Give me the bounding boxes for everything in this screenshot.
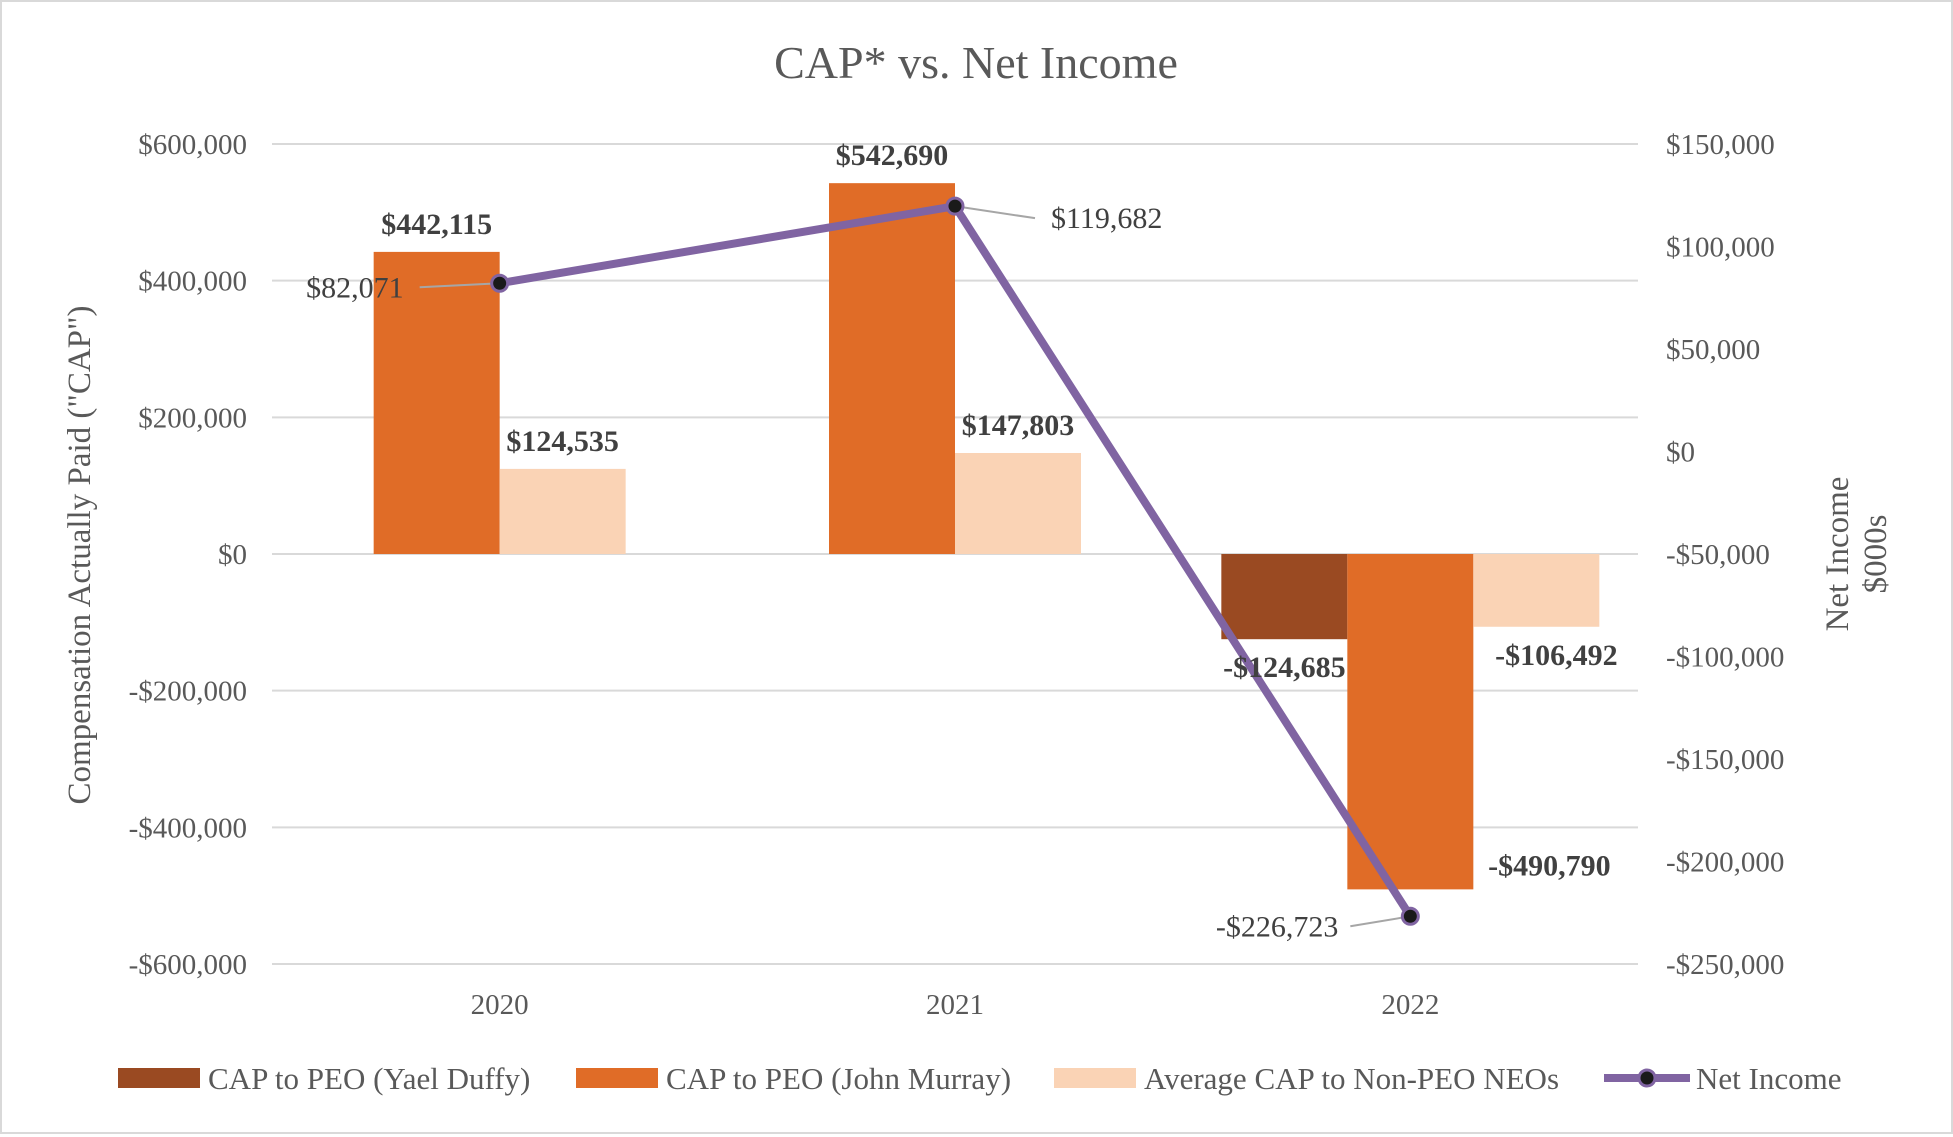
- right-axis-tick-label: $150,000: [1666, 129, 1775, 161]
- right-axis-tick-label: -$200,000: [1666, 847, 1784, 879]
- legend-label: Net Income: [1696, 1061, 1841, 1096]
- x-axis-tick-label: 2020: [471, 989, 529, 1021]
- bar-cap-to-peo-john-murray: [373, 251, 500, 555]
- left-axis: $600,000 $400,000 $200,000 $0 -$200,000 -$400…: [129, 129, 247, 981]
- bar-cap-to-peo-john-murray: [829, 183, 955, 554]
- legend-swatch: [576, 1068, 658, 1088]
- net-income-data-label: -$226,723: [1216, 910, 1339, 943]
- legend-swatch: [118, 1068, 200, 1088]
- bar-average-cap-to-non-peo-neos: [955, 453, 1081, 554]
- left-axis-tick-label: -$600,000: [129, 949, 247, 981]
- bar-average-cap-to-non-peo-neos: [1473, 554, 1600, 627]
- legend-swatch: [1054, 1068, 1136, 1088]
- right-axis-tick-label: -$250,000: [1666, 949, 1784, 981]
- bar-average-cap-to-non-peo-neos: [499, 468, 626, 554]
- bar-cap-to-peo-yael-duffy: [1221, 554, 1348, 640]
- net-income-leader-line: [954, 205, 1036, 220]
- net-income-data-label: $82,071: [306, 271, 404, 304]
- right-axis-title-line1: Net Income: [1820, 477, 1856, 632]
- bar-cap-to-peo-john-murray: [1347, 554, 1474, 890]
- left-axis-tick-label: $0: [218, 539, 247, 571]
- right-axis-tick-label: -$50,000: [1666, 539, 1770, 571]
- net-income-leader-line: [1350, 915, 1411, 928]
- data-labels: $442,115 $124,535 $542,690 $147,803 -$124,68…: [306, 139, 1617, 943]
- bar-data-label: $442,115: [381, 208, 492, 241]
- right-axis-tick-label: $100,000: [1666, 232, 1775, 264]
- x-axis-tick-label: 2022: [1381, 989, 1439, 1021]
- bar-data-label: $124,535: [506, 425, 619, 458]
- legend-line-marker: [1637, 1068, 1657, 1088]
- left-axis-tick-label: -$400,000: [129, 812, 247, 844]
- bar-data-label: -$124,685: [1223, 651, 1346, 684]
- net-income-point: [945, 196, 965, 216]
- net-income-point: [1400, 906, 1420, 926]
- left-axis-title: Compensation Actually Paid ("CAP"): [62, 306, 98, 805]
- chart-title: CAP* vs. Net Income: [774, 37, 1178, 88]
- bar-data-label: -$490,790: [1488, 849, 1611, 882]
- bar-data-label: $542,690: [836, 139, 949, 172]
- right-axis-tick-label: $0: [1666, 437, 1695, 469]
- left-axis-tick-label: $400,000: [138, 266, 247, 298]
- x-axis-tick-label: 2021: [926, 989, 984, 1021]
- net-income-leader-line: [419, 282, 500, 289]
- bar-data-label: $147,803: [962, 409, 1075, 442]
- bars: [373, 183, 1600, 890]
- right-axis-tick-label: $50,000: [1666, 334, 1760, 366]
- right-axis-tick-label: -$100,000: [1666, 642, 1784, 674]
- net-income-line-group: [419, 196, 1420, 928]
- right-axis: $150,000 $100,000 $50,000 $0 -$50,000 -$100,0…: [1666, 129, 1784, 981]
- left-axis-tick-label: $200,000: [138, 402, 247, 434]
- left-axis-tick-label: $600,000: [138, 129, 247, 161]
- x-axis: 2020 2021 2022: [471, 989, 1440, 1021]
- net-income-point: [490, 273, 510, 293]
- right-axis-title-line2: $000s: [1858, 515, 1894, 594]
- net-income-data-label: $119,682: [1051, 202, 1162, 235]
- legend: CAP to PEO (Yael Duffy) CAP to PEO (John …: [118, 1061, 1841, 1096]
- bar-data-label: -$106,492: [1495, 639, 1618, 672]
- left-axis-tick-label: -$200,000: [129, 676, 247, 708]
- legend-label: CAP to PEO (Yael Duffy): [208, 1061, 530, 1096]
- legend-label: CAP to PEO (John Murray): [666, 1061, 1011, 1096]
- legend-label: Average CAP to Non-PEO NEOs: [1144, 1061, 1559, 1096]
- right-axis-tick-label: -$150,000: [1666, 744, 1784, 776]
